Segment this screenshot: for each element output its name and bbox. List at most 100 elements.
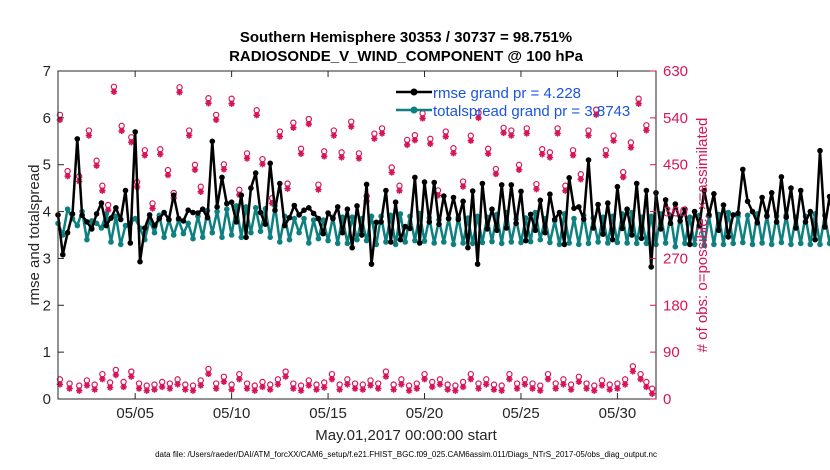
obs-top-assimilated-marker — [176, 89, 183, 96]
obs-bottom-assimilated-marker — [629, 368, 637, 375]
series-point-rmse — [778, 174, 785, 180]
obs-top-assimilated-marker — [268, 200, 276, 207]
series-point-rmse — [788, 185, 794, 191]
obs-bottom-assimilated-marker — [251, 387, 258, 394]
series-point-totalspread — [474, 213, 481, 220]
series-point-rmse — [542, 229, 548, 236]
series-point-rmse — [84, 219, 90, 225]
series-point-rmse — [315, 215, 322, 222]
series-point-totalspread — [219, 234, 225, 241]
series-point-rmse — [397, 236, 404, 243]
series-point-rmse — [281, 222, 288, 229]
series-point-totalspread — [113, 213, 119, 220]
series-point-rmse — [79, 212, 85, 219]
series-point-totalspread — [291, 215, 298, 222]
x-tick-label: 05/20 — [406, 405, 444, 422]
obs-top-assimilated-marker — [411, 137, 419, 144]
obs-bottom-assimilated-marker — [236, 375, 243, 383]
obs-bottom-assimilated-marker — [158, 383, 166, 391]
series-point-rmse — [527, 211, 534, 218]
obs-top-assimilated-marker — [104, 206, 112, 214]
series-point-totalspread — [643, 240, 650, 247]
obs-top-assimilated-marker — [93, 162, 100, 169]
series-point-rmse — [465, 244, 471, 251]
series-point-totalspread — [180, 230, 187, 237]
series-point-rmse — [243, 234, 249, 241]
obs-bottom-assimilated-marker — [413, 385, 420, 392]
series-point-totalspread — [267, 234, 274, 241]
series-point-rmse — [643, 187, 650, 194]
obs-bottom-assimilated-marker — [405, 387, 413, 394]
obs-bottom-assimilated-marker — [575, 378, 583, 385]
obs-top-assimilated-marker — [484, 150, 492, 157]
obs-top-assimilated-marker — [243, 155, 251, 162]
series-point-rmse — [330, 215, 336, 222]
obs-top-assimilated-marker — [118, 127, 125, 135]
obs-top-assimilated-marker — [635, 100, 642, 107]
series-point-totalspread — [648, 213, 654, 220]
series-point-rmse — [310, 210, 317, 217]
series-point-rmse — [291, 202, 298, 209]
series-point-rmse — [301, 207, 307, 213]
series-point-rmse — [175, 215, 182, 222]
series-point-rmse — [580, 216, 587, 222]
obs-bottom-assimilated-marker — [212, 385, 220, 392]
series-point-rmse — [89, 226, 95, 232]
series-point-totalspread — [199, 234, 206, 241]
series-point-totalspread — [412, 237, 418, 244]
series-point-totalspread — [98, 225, 105, 231]
series-point-rmse — [609, 236, 616, 243]
obs-top-assimilated-marker — [305, 120, 312, 128]
series-point-rmse — [190, 209, 196, 216]
obs-top-assimilated-marker — [427, 140, 434, 148]
series-point-rmse — [373, 219, 380, 226]
obs-bottom-assimilated-marker — [390, 386, 397, 393]
obs-top-assimilated-marker — [297, 150, 305, 157]
obs-top-assimilated-marker — [338, 154, 345, 161]
obs-top-assimilated-marker — [500, 129, 507, 137]
obs-top-assimilated-marker — [515, 166, 523, 174]
series-point-totalspread — [209, 229, 216, 236]
obs-bottom-assimilated-marker — [76, 387, 83, 394]
obs-bottom-assimilated-marker — [228, 386, 235, 393]
series-point-totalspread — [571, 215, 577, 222]
series-point-rmse — [551, 216, 558, 223]
series-point-rmse — [460, 198, 466, 205]
series-point-totalspread — [402, 239, 409, 245]
series-point-totalspread — [224, 206, 230, 212]
y-right-tick-label: 360 — [663, 204, 688, 221]
series-point-rmse — [426, 219, 433, 225]
obs-top-assimilated-marker — [99, 187, 106, 194]
series-point-totalspread — [310, 217, 317, 223]
obs-bottom-assimilated-marker — [174, 381, 181, 388]
y-left-tick-label: 2 — [43, 297, 51, 314]
obs-bottom-assimilated-marker — [452, 387, 459, 394]
series-point-rmse — [127, 240, 134, 246]
obs-bottom-assimilated-marker — [598, 382, 606, 389]
obs-bottom-assimilated-marker — [56, 381, 64, 388]
obs-bottom-assimilated-marker — [367, 382, 374, 389]
obs-top-assimilated-marker — [533, 185, 540, 193]
series-point-rmse — [122, 187, 129, 194]
series-point-totalspread — [441, 239, 447, 245]
series-point-rmse — [441, 193, 447, 199]
series-point-rmse — [113, 205, 119, 211]
series-point-totalspread — [605, 240, 611, 246]
series-point-totalspread — [460, 240, 466, 246]
series-point-totalspread — [508, 239, 515, 245]
obs-bottom-assimilated-marker — [305, 382, 312, 389]
obs-bottom-assimilated-marker — [490, 386, 498, 393]
series-group — [55, 129, 830, 270]
series-point-totalspread — [547, 239, 553, 246]
y-right-tick-label: 90 — [663, 344, 680, 361]
series-point-totalspread — [349, 214, 356, 220]
obs-bottom-assimilated-marker — [182, 386, 189, 393]
series-point-totalspread — [691, 241, 698, 248]
series-point-totalspread — [228, 232, 235, 238]
series-point-rmse — [518, 188, 524, 195]
series-point-rmse — [720, 202, 727, 208]
series-point-totalspread — [306, 240, 312, 246]
series-point-totalspread — [662, 240, 669, 246]
obs-bottom-assimilated-marker — [297, 387, 305, 394]
series-point-rmse — [624, 206, 630, 212]
